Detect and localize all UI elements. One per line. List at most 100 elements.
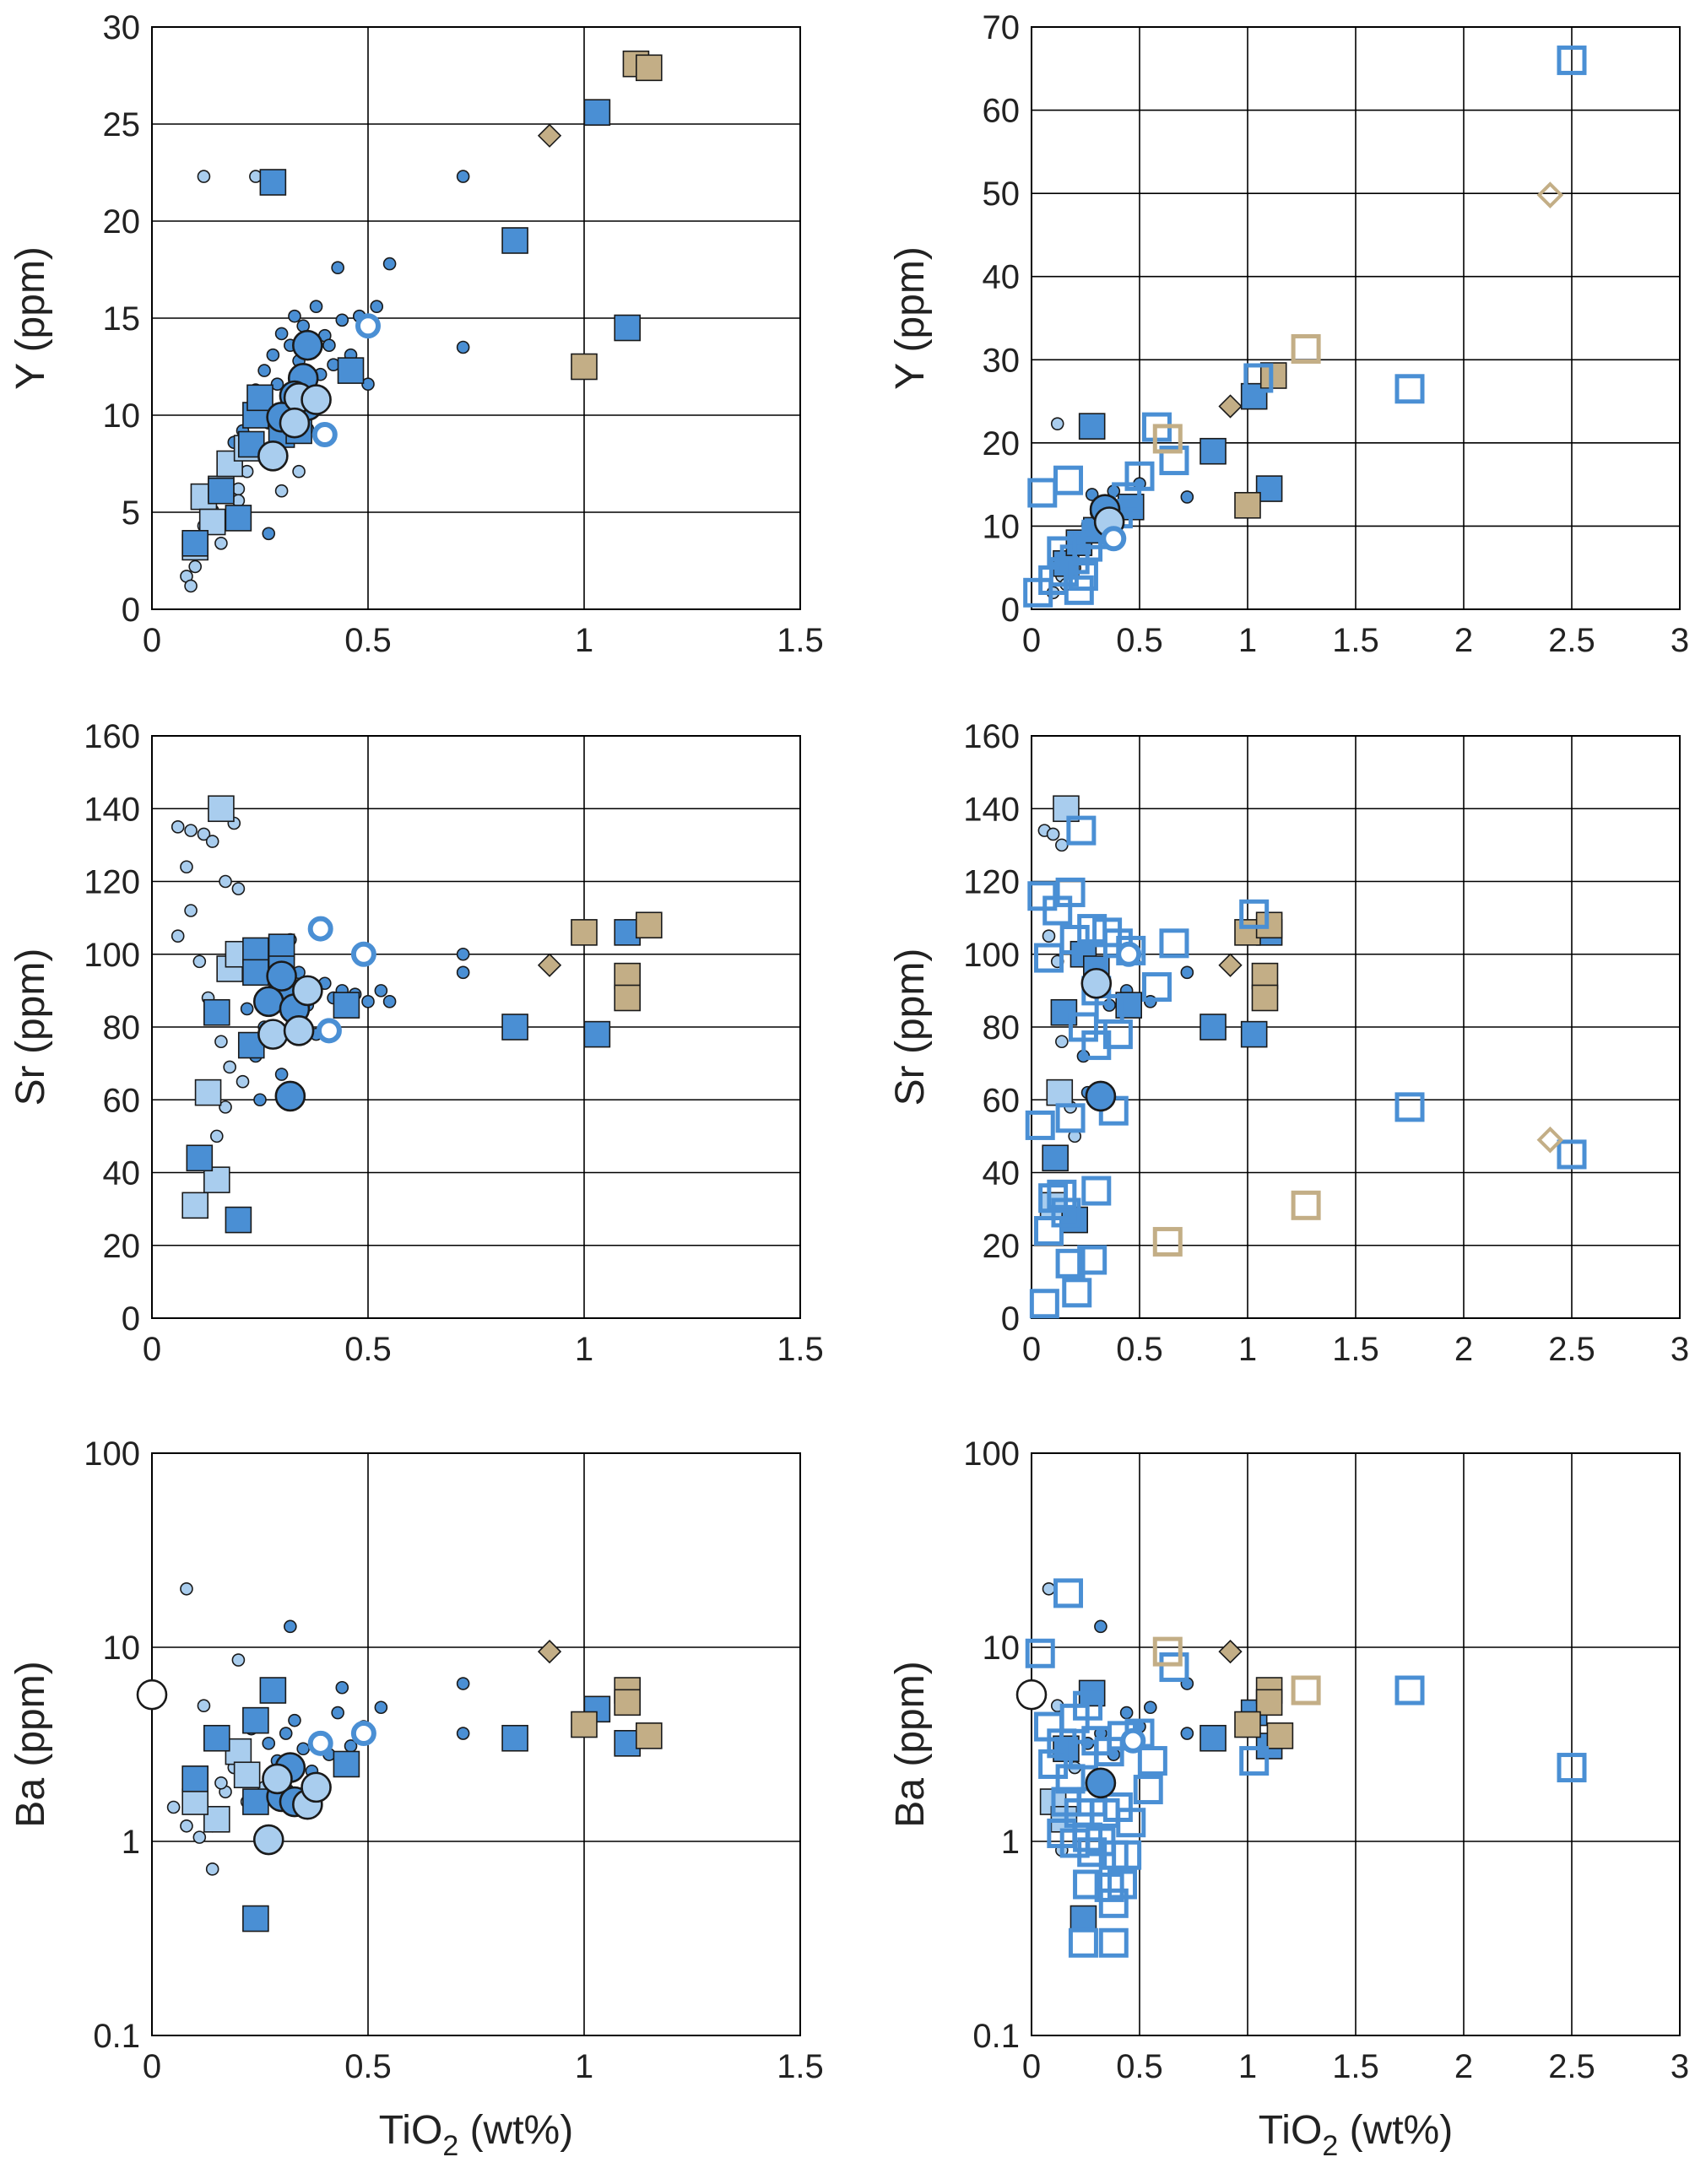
y-axis-label: Y (ppm) — [888, 246, 933, 390]
data-point — [1080, 967, 1113, 999]
data-point — [1180, 965, 1194, 980]
data-point — [1047, 1179, 1077, 1209]
y-tick-label: 50 — [983, 176, 1021, 213]
y-tick-label: 20 — [983, 1228, 1021, 1265]
data-point — [1116, 1808, 1146, 1838]
data-point — [246, 384, 273, 412]
data-point — [225, 1206, 252, 1234]
data-point — [257, 1019, 289, 1050]
y-tick-label: 40 — [983, 259, 1021, 296]
y-tick-label: 30 — [983, 342, 1021, 379]
data-point — [456, 965, 470, 980]
data-point — [316, 1018, 342, 1044]
panel-bottom-right: 0 0.5 1 1.5 2 2.5 3 0.1 1 10 100 Ba (ppm) TiO2 (wt%) — [888, 1435, 1689, 2162]
y-tick-label: 140 — [84, 791, 140, 828]
y-tick-label: 0 — [122, 592, 140, 629]
data-point — [1098, 1888, 1129, 1918]
y-tick-label: 120 — [963, 864, 1020, 901]
data-point — [1557, 1753, 1587, 1783]
data-point — [284, 1619, 297, 1634]
data-point — [205, 1862, 219, 1876]
data-point — [262, 1763, 293, 1795]
data-point — [292, 329, 323, 361]
y-tick-label: 40 — [103, 1155, 141, 1192]
data-point — [233, 1761, 261, 1789]
data-point — [171, 929, 185, 943]
data-point — [1536, 1126, 1564, 1154]
data-point — [242, 1905, 269, 1933]
data-point — [259, 169, 287, 196]
y-tick-label: 70 — [983, 9, 1021, 46]
x-tick-label: 0.5 — [1116, 1331, 1163, 1368]
data-point — [197, 170, 211, 183]
data-point — [266, 960, 297, 992]
data-point — [259, 1677, 287, 1704]
data-point — [370, 300, 384, 314]
plot-frame — [1031, 26, 1681, 610]
data-point — [333, 992, 360, 1019]
data-point — [361, 377, 375, 392]
y-tick-label: 10 — [103, 397, 141, 435]
data-point — [1536, 181, 1564, 208]
data-point — [181, 1192, 208, 1219]
x-tick-label: 1 — [575, 1331, 593, 1368]
data-point — [301, 384, 332, 415]
data-point — [203, 1805, 230, 1833]
data-point — [1119, 1706, 1134, 1720]
data-point — [456, 947, 470, 961]
data-point — [292, 975, 323, 1007]
data-point — [208, 795, 235, 823]
x-tick-label: 0.5 — [1116, 622, 1163, 659]
data-point — [1085, 1080, 1117, 1112]
plot-frame — [1031, 1452, 1681, 2036]
data-point — [252, 986, 284, 1018]
data-point — [231, 882, 246, 895]
panel-middle-left: 0 0.5 1 1.5 0 20 40 60 80 100 120 140 160 Sr (ppm) — [8, 718, 824, 1368]
x-tick-label: 1 — [1238, 1331, 1257, 1368]
x-tick-label: 0 — [1022, 2048, 1041, 2085]
data-points — [1015, 1578, 1587, 1958]
data-point — [1073, 1869, 1103, 1900]
data-point — [197, 1699, 211, 1713]
data-point — [374, 1700, 388, 1715]
x-tick-label: 1 — [1238, 2048, 1257, 2085]
data-point — [1046, 1078, 1074, 1106]
data-point — [1218, 953, 1243, 977]
x-tick-label: 1 — [1238, 622, 1257, 659]
y-tick-label: 160 — [963, 718, 1020, 755]
data-point — [307, 916, 333, 942]
x-tick-label: 3 — [1671, 622, 1689, 659]
y-tick-label: 0 — [122, 1300, 140, 1338]
data-point — [219, 1100, 232, 1114]
data-point — [225, 505, 252, 532]
y-axis-label: Ba (ppm) — [8, 1661, 53, 1827]
data-point — [1094, 1619, 1107, 1634]
data-point — [214, 536, 228, 550]
y-tick-label: 20 — [103, 1228, 141, 1265]
data-point — [1234, 491, 1261, 519]
data-point — [1144, 1700, 1157, 1715]
data-point — [186, 1144, 214, 1172]
data-point — [279, 1727, 293, 1740]
data-points — [136, 1581, 663, 1933]
panel-middle-right: 0 0.5 1 1.5 2 2.5 3 0 20 40 60 80 100 120 140 160 Sr (pp… — [888, 718, 1689, 1368]
data-point — [180, 860, 193, 874]
data-point — [1557, 45, 1587, 75]
data-point — [236, 1074, 250, 1089]
data-point — [361, 995, 375, 1008]
data-point — [1291, 1675, 1321, 1706]
data-point — [1073, 1690, 1103, 1721]
x-tick-label: 0 — [143, 622, 161, 659]
data-point — [1068, 561, 1098, 592]
x-tick-label: 1 — [575, 622, 593, 659]
y-tick-label: 15 — [103, 300, 141, 338]
data-point — [1394, 374, 1425, 404]
data-point — [635, 54, 663, 82]
data-point — [252, 1824, 284, 1856]
data-point — [184, 824, 198, 837]
data-point — [1051, 1197, 1081, 1228]
x-tick-label: 0 — [1022, 1331, 1041, 1368]
data-point — [274, 484, 289, 498]
data-point — [301, 1771, 332, 1803]
